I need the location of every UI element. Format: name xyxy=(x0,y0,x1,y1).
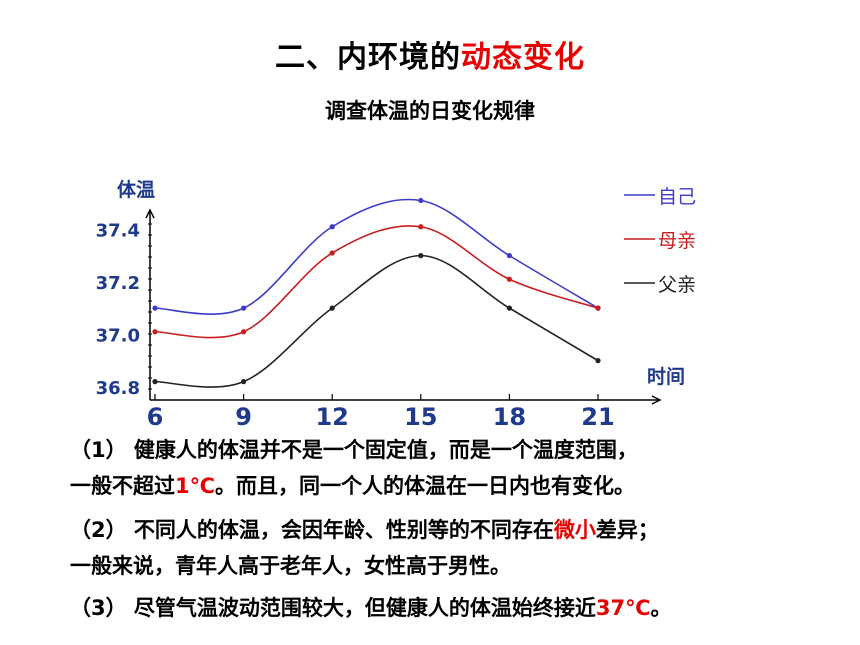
paragraph-1: （1） 健康人的体温并不是一个固定值，而是一个温度范围， 一般不超过1℃。而且，… xyxy=(70,432,830,504)
paragraph-1-text-end: 。而且，同一个人的体温在一日内也有变化。 xyxy=(215,474,636,498)
title-highlight: 动态变化 xyxy=(461,40,585,75)
data-point xyxy=(418,253,424,259)
paragraph-2-highlight: 微小 xyxy=(553,518,596,542)
paragraph-1-line-2: 一般不超过1℃。而且，同一个人的体温在一日内也有变化。 xyxy=(70,468,830,504)
paragraph-3-line-1: （3） 尽管气温波动范围较大，但健康人的体温始终接近37℃。 xyxy=(70,590,830,626)
data-point xyxy=(152,329,158,335)
data-point xyxy=(506,276,512,282)
x-tick-label: 12 xyxy=(315,403,348,431)
legend-label: 父亲 xyxy=(658,274,696,296)
y-axis-arrow xyxy=(145,208,155,219)
data-point xyxy=(418,197,424,204)
title-main: 二、内环境的 xyxy=(275,40,461,75)
data-point xyxy=(506,305,512,311)
data-point xyxy=(152,379,158,385)
y-tick-label: 37.2 xyxy=(96,273,140,294)
paragraph-2: （2） 不同人的体温，会因年龄、性别等的不同存在微小差异； 一般来说，青年人高于… xyxy=(70,512,830,584)
chart-axes xyxy=(145,208,662,405)
series-line-3 xyxy=(154,254,599,388)
x-tick-label: 21 xyxy=(581,403,614,431)
page-title: 二、内环境的动态变化 xyxy=(0,32,860,76)
data-point xyxy=(152,305,158,311)
series-line-1 xyxy=(154,198,599,315)
paragraph-3: （3） 尽管气温波动范围较大，但健康人的体温始终接近37℃。 xyxy=(70,590,830,626)
data-point xyxy=(418,224,424,230)
x-tick-label: 18 xyxy=(493,403,526,431)
y-tick-label: 37.4 xyxy=(96,220,140,241)
y-tick-label: 36.8 xyxy=(96,378,140,399)
paragraph-3-text-end: 。 xyxy=(650,596,672,620)
y-tick-label: 37.0 xyxy=(96,325,140,346)
x-tick-label: 15 xyxy=(404,403,437,431)
series-line-2 xyxy=(154,225,599,339)
paragraph-3-highlight: 37℃ xyxy=(595,596,651,620)
paragraph-2-line-1: （2） 不同人的体温，会因年龄、性别等的不同存在微小差异； xyxy=(70,512,830,548)
paragraph-3-text: （3） 尽管气温波动范围较大，但健康人的体温始终接近 xyxy=(70,596,596,620)
paragraph-2-text: （2） 不同人的体温，会因年龄、性别等的不同存在 xyxy=(70,518,554,542)
paragraph-1-text: 一般不超过 xyxy=(70,474,175,498)
legend-label: 自己 xyxy=(658,186,696,208)
data-point xyxy=(595,358,601,364)
x-tick-label: 6 xyxy=(147,403,164,431)
x-axis-arrow xyxy=(651,395,662,405)
chart-lines xyxy=(154,198,599,388)
paragraph-1-highlight: 1℃ xyxy=(175,474,216,498)
x-axis-label: 时间 xyxy=(647,366,685,388)
data-point xyxy=(595,305,601,311)
data-point xyxy=(241,329,247,335)
data-point xyxy=(329,250,335,256)
paragraph-2-text-end: 差异； xyxy=(595,518,659,542)
y-axis-label: 体温 xyxy=(117,178,155,201)
paragraph-2-line-2: 一般来说，青年人高于老年人，女性高于男性。 xyxy=(70,554,511,578)
data-point xyxy=(329,224,335,230)
data-point xyxy=(329,305,335,311)
data-point xyxy=(241,379,247,385)
x-tick-label: 9 xyxy=(235,403,252,431)
data-point xyxy=(506,253,512,259)
chart-subtitle: 调查体温的日变化规律 xyxy=(325,99,535,123)
data-point xyxy=(241,305,247,311)
chart-points xyxy=(152,197,601,385)
legend-label: 母亲 xyxy=(658,230,696,252)
paragraph-1-line-1: （1） 健康人的体温并不是一个固定值，而是一个温度范围， xyxy=(70,438,638,462)
